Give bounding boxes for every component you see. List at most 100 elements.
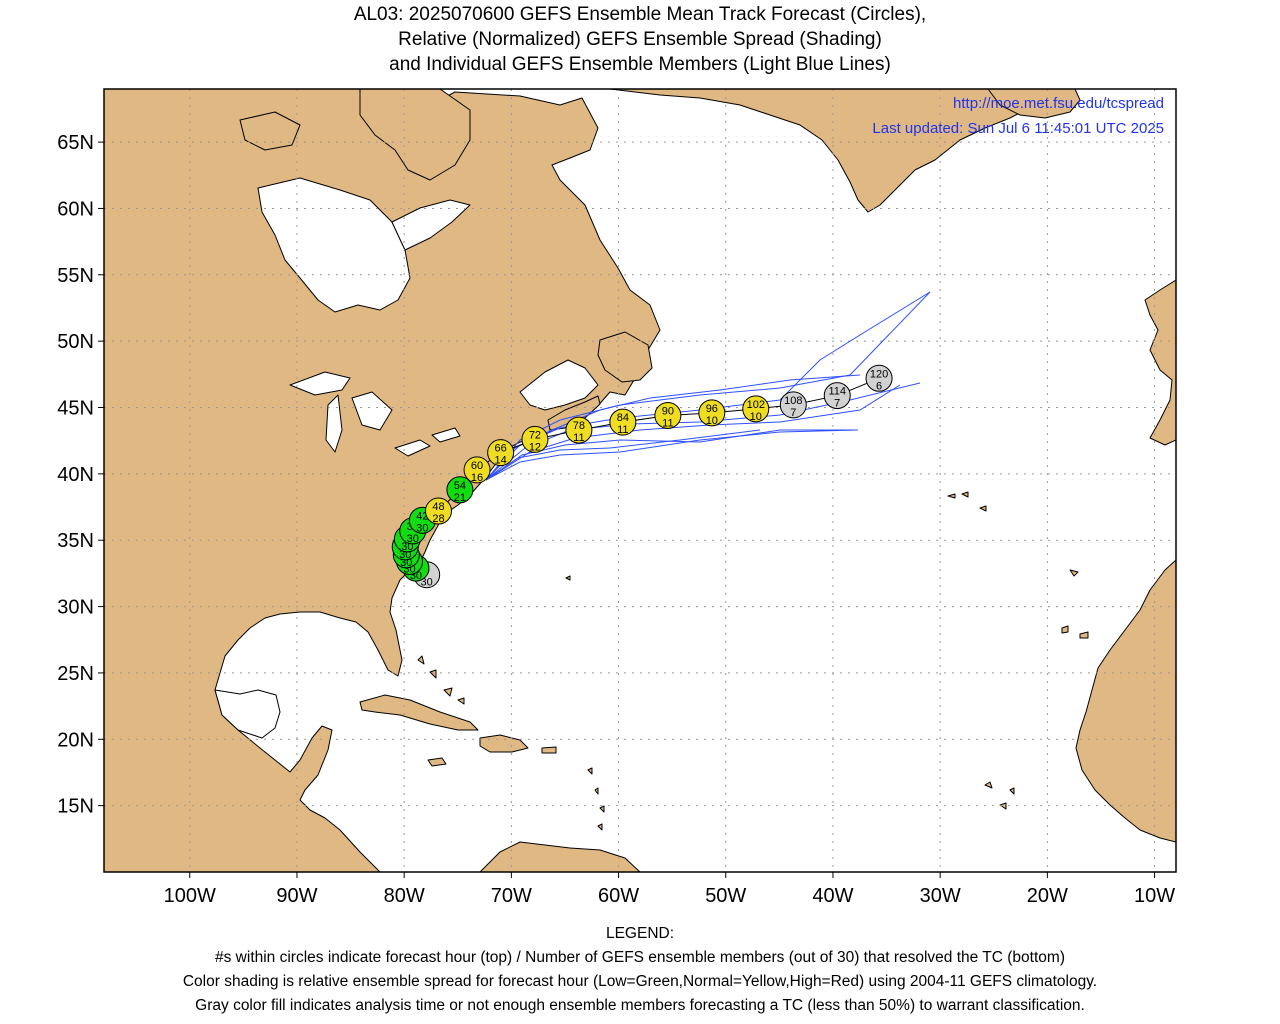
lat-tick-label: 65N	[57, 132, 94, 154]
lat-tick-label: 25N	[57, 663, 94, 685]
jamaica	[427, 757, 447, 767]
greenland	[609, 89, 1041, 213]
latitude-labels: 65N 60N 55N 50N 45N 40N 35N 30N 25N 20N 15N	[57, 132, 104, 818]
lon-tick-label: 30W	[920, 885, 961, 907]
canary-islands	[1061, 569, 1089, 639]
north-america-landmass	[104, 89, 661, 872]
bay-of-campeche	[214, 689, 281, 739]
lon-tick-label: 70W	[491, 885, 532, 907]
hudson-bay	[257, 177, 411, 313]
title-line-3: and Individual GEFS Ensemble Members (Li…	[389, 54, 891, 75]
track-circle	[742, 395, 770, 423]
member-count-label: 30	[421, 577, 433, 589]
forecast-hour-label: 96	[706, 403, 718, 415]
hudson-strait	[391, 199, 471, 251]
cape-verde-islands	[984, 781, 1015, 810]
member-count-label: 12	[529, 441, 541, 453]
lat-tick-label: 45N	[57, 398, 94, 420]
lon-tick-label: 10W	[1134, 885, 1175, 907]
lon-tick-label: 40W	[812, 885, 853, 907]
member-track	[485, 429, 761, 481]
lon-tick-label: 20W	[1027, 885, 1068, 907]
legend-line-1: #s within circles indicate forecast hour…	[215, 949, 1065, 966]
member-count-label: 28	[432, 513, 444, 525]
lon-tick-label: 60W	[598, 885, 639, 907]
azores	[947, 491, 987, 512]
forecast-hour-label: 120	[870, 368, 888, 380]
forecast-hour-label: 72	[529, 429, 541, 441]
member-count-label: 16	[471, 472, 483, 484]
lon-tick-label: 100W	[164, 885, 216, 907]
lat-tick-label: 60N	[57, 198, 94, 220]
track-circle	[521, 425, 549, 453]
lat-tick-label: 40N	[57, 464, 94, 486]
member-count-label: 21	[454, 492, 466, 504]
last-updated-text: Last updated: Sun Jul 6 11:45:01 UTC 202…	[872, 120, 1164, 137]
longitude-labels: 100W 90W 80W 70W 60W 50W 40W 30W 20W 10W	[164, 872, 1175, 907]
hispaniola	[479, 734, 529, 753]
member-count-label: 10	[750, 411, 762, 423]
forecast-hour-label: 60	[471, 460, 483, 472]
lesser-antilles	[587, 767, 605, 831]
track-circle	[779, 391, 807, 419]
forecast-hour-label: 102	[747, 399, 765, 411]
south-america	[479, 841, 641, 872]
forecast-hour-label: 84	[617, 412, 629, 424]
title-line-2: Relative (Normalized) GEFS Ensemble Spre…	[398, 29, 882, 50]
member-track	[485, 429, 858, 481]
lat-tick-label: 35N	[57, 530, 94, 552]
lat-tick-label: 30N	[57, 597, 94, 619]
member-track	[485, 429, 859, 481]
puerto-rico	[541, 746, 557, 754]
site-url-link[interactable]: http://moe.met.fsu.edu/tcspread	[953, 95, 1164, 112]
member-count-label: 7	[790, 407, 796, 419]
member-count-label: 30	[407, 533, 419, 545]
member-count-label: 14	[495, 455, 507, 467]
legend-line-2: Color shading is relative ensemble sprea…	[182, 973, 1098, 990]
track-circle	[865, 364, 893, 392]
graticule	[104, 89, 1176, 872]
forecast-hour-label: 54	[454, 480, 466, 492]
track-circle	[424, 497, 452, 525]
nova-scotia	[547, 395, 601, 431]
lat-tick-label: 50N	[57, 331, 94, 353]
track-circle	[654, 401, 682, 429]
forecast-hour-label: 78	[573, 420, 585, 432]
bermuda	[565, 575, 571, 581]
member-count-label: 11	[573, 432, 584, 444]
track-circle	[446, 476, 474, 504]
title-line-1: AL03: 2025070600 GEFS Ensemble Mean Trac…	[353, 4, 927, 25]
lon-tick-label: 50W	[705, 885, 746, 907]
track-circle	[565, 416, 593, 444]
iceland	[987, 89, 1081, 119]
cuba	[359, 694, 479, 731]
lon-tick-label: 80W	[384, 885, 425, 907]
lat-tick-label: 55N	[57, 265, 94, 287]
track-circle	[698, 399, 726, 427]
member-count-label: 7	[834, 398, 840, 410]
forecast-hour-label: 66	[495, 443, 507, 455]
arctic-island	[239, 111, 301, 151]
track-circle	[487, 439, 515, 467]
baffin-island	[359, 89, 471, 181]
great-lakes	[289, 371, 461, 457]
member-count-label: 30	[416, 522, 428, 534]
legend-heading: LEGEND:	[605, 925, 675, 942]
track-circle	[609, 408, 637, 436]
mean-track-circles: 0306301230183024303030363042304828542160…	[391, 364, 893, 589]
member-count-label: 10	[706, 415, 718, 427]
forecast-hour-label: 90	[662, 405, 674, 417]
lat-tick-label: 15N	[57, 796, 94, 818]
